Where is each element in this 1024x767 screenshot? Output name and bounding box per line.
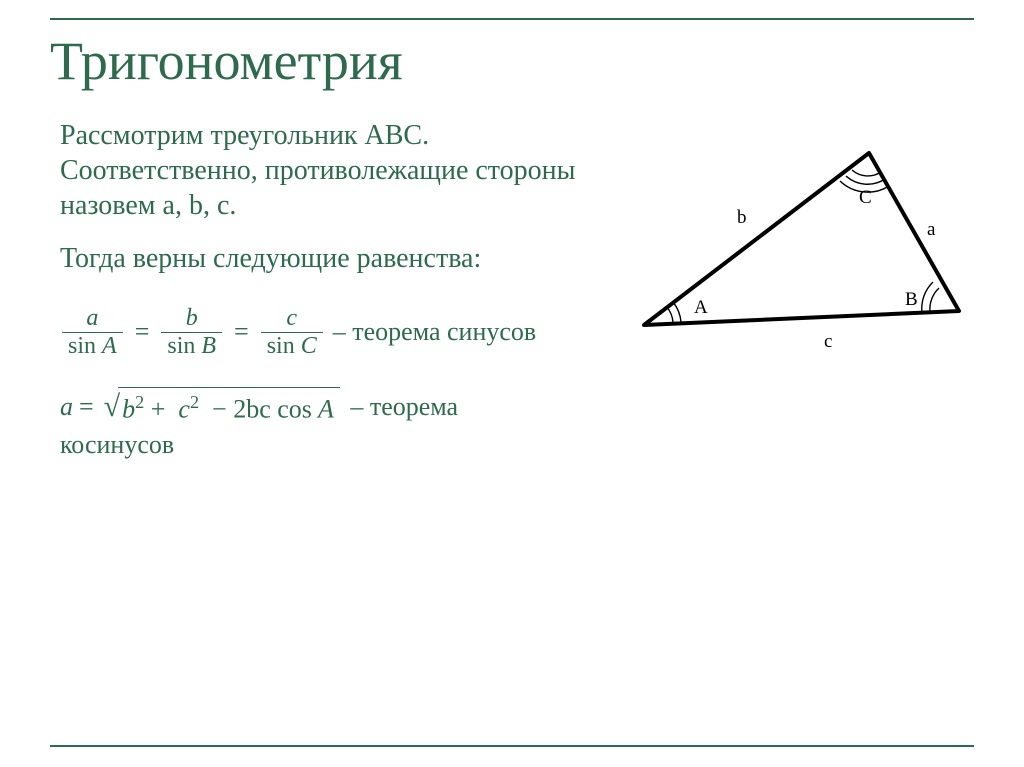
triangle-diagram: A B C a b c [624, 135, 984, 355]
equals-sign: = [135, 316, 150, 349]
numerator: c [280, 306, 303, 332]
angle-arc-c [852, 170, 881, 176]
equals-sign: = [234, 316, 249, 349]
fraction-a-over-sina: a sin A [60, 306, 125, 359]
denominator: sin A [62, 332, 123, 359]
slide-body: Рассмотрим треугольник ABC. Соответствен… [60, 118, 590, 461]
angle-arc-a [673, 302, 681, 322]
law-of-sines: a sin A = b sin B = c sin C – теорема си… [60, 306, 590, 359]
slide: Тригонометрия Рассмотрим треугольник ABC… [0, 0, 1024, 767]
denominator: sin C [261, 332, 323, 359]
equals-sign: = [79, 391, 94, 424]
sines-label: – теорема синусов [333, 316, 536, 349]
fraction-c-over-sinc: c sin C [259, 306, 325, 359]
cosines-label-inline: – теорема [350, 392, 458, 421]
angle-arc-a [667, 307, 673, 322]
square-root: √ b2 + c2 − 2bc cos A [104, 387, 340, 426]
intro-paragraph-1: Рассмотрим треугольник ABC. Соответствен… [60, 118, 590, 223]
cosines-label-below: косинусов [60, 429, 590, 462]
numerator: a [80, 306, 104, 332]
vertex-label-b: B [905, 289, 918, 310]
vertex-label-c: C [859, 187, 872, 208]
slide-title: Тригонометрия [50, 30, 403, 92]
side-label-c: c [824, 331, 832, 352]
fraction-b-over-sinb: b sin B [159, 306, 224, 359]
angle-arc-b [922, 282, 933, 313]
lhs-a: a [60, 391, 73, 424]
bottom-divider [50, 745, 974, 747]
angle-arc-c [846, 176, 885, 184]
law-of-cosines: a = √ b2 + c2 − 2bc cos A – теорема коси… [60, 387, 590, 461]
radicand: b2 + c2 − 2bc cos A [118, 387, 340, 426]
numerator: b [180, 306, 204, 332]
intro-paragraph-2: Тогда верны следующие равенства: [60, 241, 590, 276]
angle-arc-b [930, 288, 939, 312]
top-divider [50, 18, 974, 20]
denominator: sin B [161, 332, 222, 359]
side-label-a: a [927, 219, 936, 240]
vertex-label-a: A [694, 297, 708, 318]
side-label-b: b [737, 207, 747, 228]
